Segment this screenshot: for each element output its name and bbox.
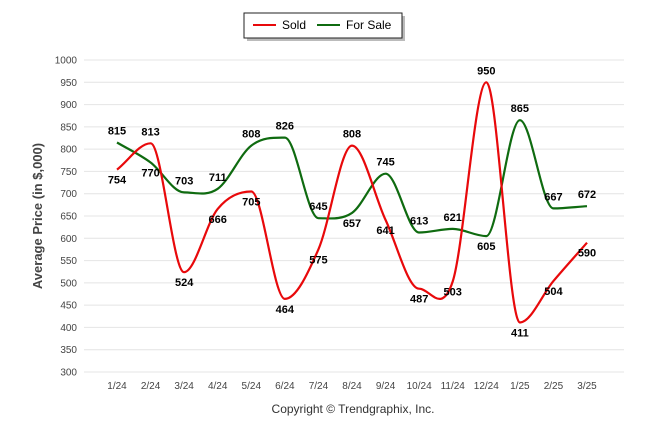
x-tick-label: 11/24: [441, 381, 466, 392]
y-tick-label: 850: [60, 122, 77, 133]
data-labels: 754 815 813 770 524 703 666 711 705 808 464 826 575 6…: [108, 65, 596, 339]
x-tick-label: 7/24: [309, 381, 329, 392]
data-label-for-sale: 865: [511, 103, 529, 115]
x-tick-label: 8/24: [342, 381, 362, 392]
data-label-for-sale: 621: [444, 212, 462, 224]
y-tick-label: 500: [60, 278, 77, 289]
data-label-for-sale: 605: [477, 241, 495, 253]
y-tick-label: 300: [60, 368, 77, 379]
x-tick-label: 10/24: [407, 381, 432, 392]
gridlines: [84, 59, 624, 373]
y-tick-label: 400: [60, 323, 77, 334]
x-tick-label: 2/24: [141, 381, 161, 392]
data-label-sold: 705: [242, 196, 260, 208]
legend-label-for-sale: For Sale: [346, 18, 392, 32]
series-line-for-sale: [116, 119, 588, 238]
y-tick-label: 650: [60, 212, 77, 223]
series-lines: [116, 81, 588, 324]
y-tick-label: 600: [60, 234, 77, 245]
data-label-for-sale: 770: [141, 168, 159, 180]
copyright-footer: Copyright © Trendgraphix, Inc.: [272, 402, 435, 416]
y-axis-ticks: 300 350 400 450 500 550 600 650 700 750 800 850 900 9…: [55, 56, 78, 379]
x-tick-label: 9/24: [376, 381, 396, 392]
series-line-sold: [116, 81, 588, 324]
x-tick-label: 3/25: [577, 381, 597, 392]
data-label-sold: 487: [410, 294, 428, 306]
data-label-sold: 411: [511, 328, 529, 340]
data-label-sold: 754: [108, 175, 127, 187]
y-tick-label: 1000: [55, 56, 78, 67]
data-label-for-sale: 667: [544, 191, 562, 203]
data-label-sold: 666: [209, 214, 227, 226]
legend: Sold For Sale: [243, 12, 405, 41]
data-label-sold: 504: [544, 286, 563, 298]
data-label-for-sale: 672: [578, 189, 596, 201]
x-tick-label: 5/24: [242, 381, 262, 392]
x-tick-label: 4/24: [208, 381, 228, 392]
y-tick-label: 550: [60, 256, 77, 267]
y-tick-label: 450: [60, 301, 77, 312]
data-label-for-sale: 808: [242, 129, 260, 141]
x-tick-label: 3/24: [174, 381, 194, 392]
y-tick-label: 750: [60, 167, 77, 178]
y-axis-label: Average Price (in $,000): [30, 143, 45, 289]
x-tick-label: 2/25: [544, 381, 564, 392]
legend-label-sold: Sold: [282, 18, 306, 32]
x-axis-ticks: 1/24 2/24 3/24 4/24 5/24 6/24 7/24 8/24 9/24 10/2…: [107, 381, 597, 392]
data-label-for-sale: 657: [343, 218, 361, 230]
data-label-for-sale: 703: [175, 175, 193, 187]
y-tick-label: 900: [60, 100, 77, 111]
data-label-for-sale: 711: [209, 172, 227, 184]
y-tick-label: 700: [60, 189, 77, 200]
x-tick-label: 1/24: [107, 381, 127, 392]
data-label-sold: 590: [578, 248, 596, 260]
x-tick-label: 6/24: [275, 381, 295, 392]
y-tick-label: 950: [60, 78, 77, 89]
x-tick-label: 1/25: [510, 381, 530, 392]
x-tick-label: 12/24: [474, 381, 499, 392]
data-label-sold: 464: [276, 304, 295, 316]
y-tick-label: 350: [60, 345, 77, 356]
data-label-sold: 641: [376, 225, 394, 237]
data-label-for-sale: 826: [276, 121, 294, 133]
data-label-for-sale: 745: [376, 157, 394, 169]
data-label-sold: 575: [309, 254, 327, 266]
data-label-sold: 813: [141, 126, 159, 138]
y-tick-label: 800: [60, 145, 77, 156]
data-label-for-sale: 613: [410, 215, 428, 227]
data-label-sold: 808: [343, 129, 361, 141]
data-label-for-sale: 645: [309, 201, 327, 213]
data-label-for-sale: 815: [108, 125, 126, 137]
data-label-sold: 524: [175, 277, 194, 289]
data-label-sold: 503: [444, 287, 462, 299]
data-label-sold: 950: [477, 65, 495, 77]
